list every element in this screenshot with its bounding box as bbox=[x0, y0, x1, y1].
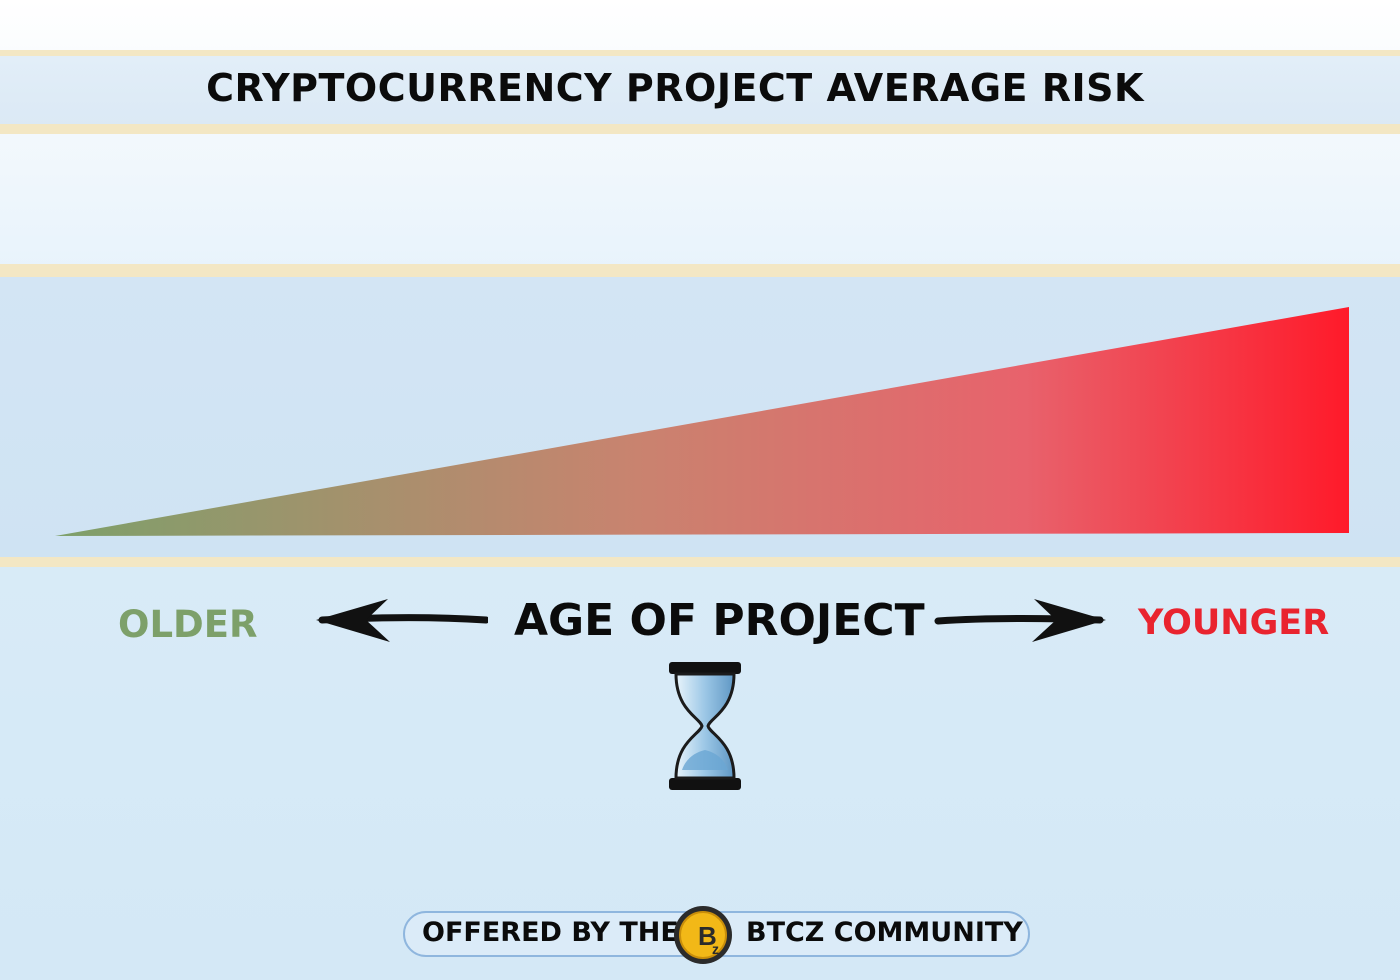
btcz-logo-icon: B z bbox=[674, 906, 732, 964]
title-band bbox=[0, 56, 1400, 126]
logo-sub-letter: z bbox=[712, 941, 719, 957]
arrow-left-icon bbox=[316, 599, 488, 642]
age-of-project-label: AGE OF PROJECT bbox=[514, 595, 925, 646]
hourglass-icon bbox=[669, 662, 741, 790]
chart-divider-bottom bbox=[0, 557, 1400, 567]
footer-offered-by: OFFERED BY THE bbox=[422, 917, 679, 948]
footer-community: BTCZ COMMUNITY bbox=[746, 917, 1023, 948]
chart-divider-top bbox=[0, 264, 1400, 277]
logo-letter: B bbox=[698, 921, 717, 951]
younger-label: YOUNGER bbox=[1138, 603, 1330, 643]
arrow-right-icon bbox=[934, 599, 1106, 642]
page-title: CRYPTOCURRENCY PROJECT AVERAGE RISK bbox=[206, 66, 1144, 110]
risk-wedge bbox=[55, 307, 1349, 536]
older-label: OLDER bbox=[118, 603, 258, 646]
risk-wedge-chart bbox=[55, 307, 1349, 536]
top-divider-2 bbox=[0, 124, 1400, 134]
top-divider-1 bbox=[0, 50, 1400, 60]
